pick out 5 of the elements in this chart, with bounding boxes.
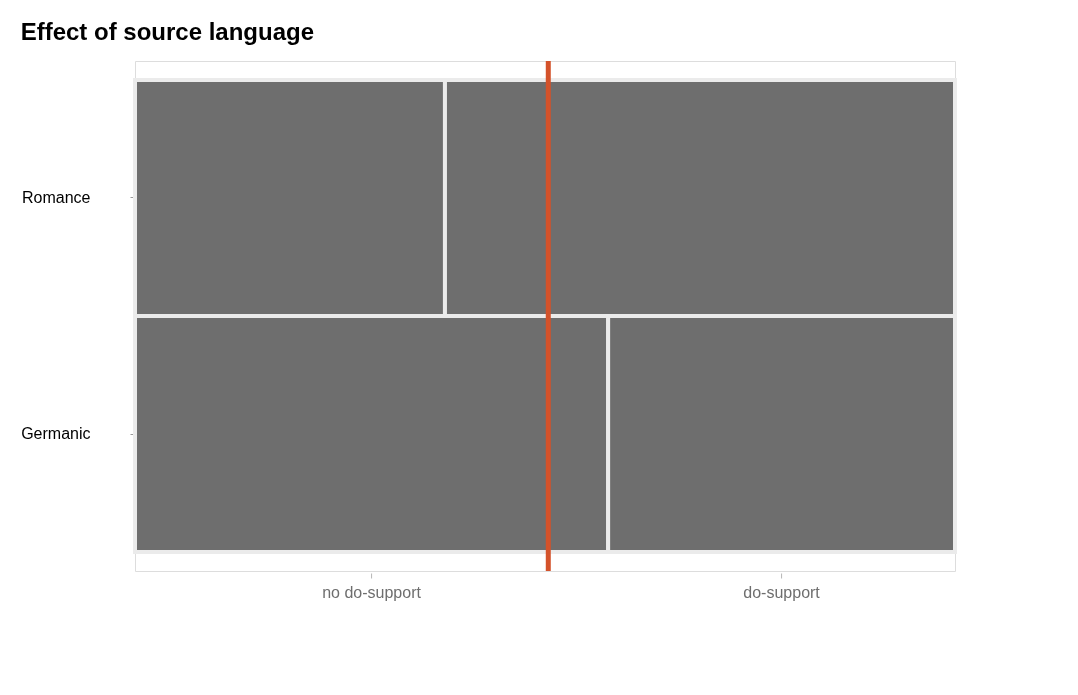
y-tick-label: Germanic xyxy=(21,425,91,443)
series-label: do-support xyxy=(743,584,821,601)
y-tick-label: Romance xyxy=(22,188,91,206)
series-label: no do-support xyxy=(322,584,422,601)
chart-title: Effect of source language xyxy=(20,17,315,45)
